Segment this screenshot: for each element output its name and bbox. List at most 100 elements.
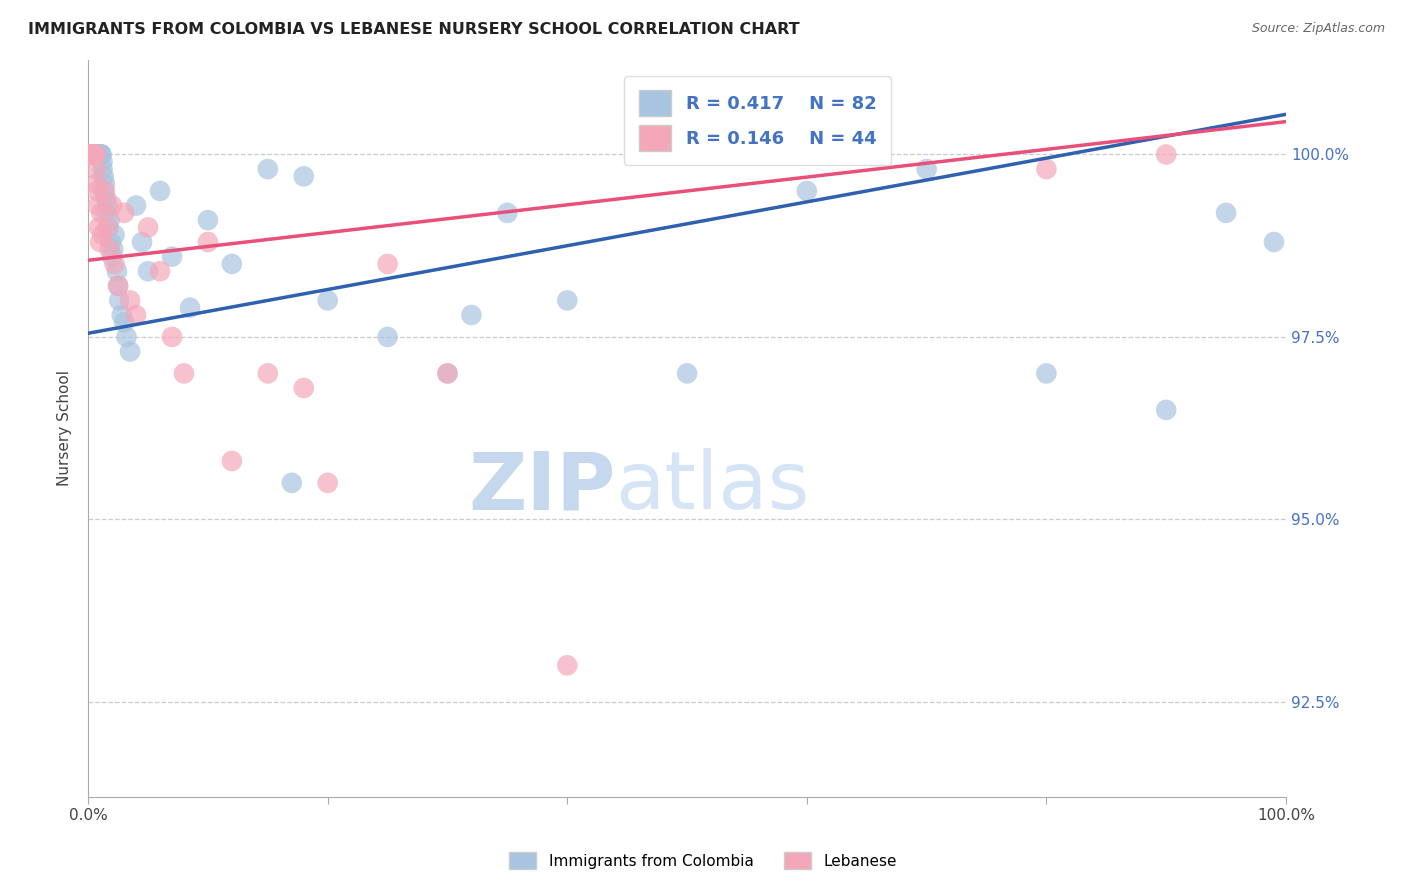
- Point: [103, 257, 125, 271]
- Point: [94, 206, 117, 220]
- Point: [173, 367, 195, 381]
- Point: [101, 198, 124, 212]
- Point: [93, 169, 115, 184]
- Point: [79, 147, 101, 161]
- Point: [84, 162, 107, 177]
- Point: [131, 235, 153, 249]
- Point: [86, 147, 108, 161]
- Point: [98, 243, 121, 257]
- Point: [87, 147, 110, 161]
- Point: [316, 293, 339, 308]
- Point: [79, 147, 101, 161]
- Point: [796, 184, 818, 198]
- Point: [105, 264, 128, 278]
- Point: [80, 147, 103, 161]
- Point: [120, 344, 142, 359]
- Point: [89, 147, 111, 161]
- Point: [496, 206, 519, 220]
- Point: [90, 147, 112, 161]
- Point: [100, 235, 122, 249]
- Point: [120, 293, 142, 308]
- Legend: R = 0.417    N = 82, R = 0.146    N = 44: R = 0.417 N = 82, R = 0.146 N = 44: [624, 76, 891, 165]
- Point: [83, 147, 105, 161]
- Point: [80, 147, 103, 161]
- Text: ZIP: ZIP: [468, 448, 616, 526]
- Point: [377, 330, 399, 344]
- Point: [96, 198, 118, 212]
- Point: [98, 213, 121, 227]
- Point: [555, 658, 578, 673]
- Point: [101, 250, 124, 264]
- Point: [1035, 367, 1057, 381]
- Point: [1215, 206, 1237, 220]
- Point: [125, 308, 148, 322]
- Point: [79, 147, 101, 161]
- Point: [89, 235, 111, 249]
- Point: [82, 147, 104, 161]
- Point: [103, 243, 125, 257]
- Point: [256, 162, 278, 177]
- Point: [1263, 235, 1285, 249]
- Point: [87, 198, 110, 212]
- Point: [80, 147, 103, 161]
- Point: [82, 147, 104, 161]
- Point: [79, 147, 101, 161]
- Point: [221, 257, 243, 271]
- Text: atlas: atlas: [616, 448, 810, 526]
- Point: [89, 147, 111, 161]
- Point: [83, 147, 105, 161]
- Point: [281, 475, 304, 490]
- Point: [83, 147, 105, 161]
- Point: [91, 154, 114, 169]
- Point: [1154, 403, 1177, 417]
- Point: [436, 367, 458, 381]
- Point: [94, 191, 117, 205]
- Legend: Immigrants from Colombia, Lebanese: Immigrants from Colombia, Lebanese: [503, 846, 903, 875]
- Point: [86, 184, 108, 198]
- Point: [83, 147, 105, 161]
- Point: [292, 381, 315, 395]
- Point: [221, 454, 243, 468]
- Point: [80, 147, 103, 161]
- Point: [112, 206, 135, 220]
- Point: [108, 293, 131, 308]
- Point: [107, 278, 129, 293]
- Point: [89, 147, 111, 161]
- Point: [84, 147, 107, 161]
- Point: [80, 147, 103, 161]
- Point: [160, 330, 183, 344]
- Y-axis label: Nursery School: Nursery School: [58, 370, 72, 486]
- Point: [125, 198, 148, 212]
- Text: IMMIGRANTS FROM COLOMBIA VS LEBANESE NURSERY SCHOOL CORRELATION CHART: IMMIGRANTS FROM COLOMBIA VS LEBANESE NUR…: [28, 22, 800, 37]
- Text: Source: ZipAtlas.com: Source: ZipAtlas.com: [1251, 22, 1385, 36]
- Point: [197, 213, 219, 227]
- Point: [82, 147, 104, 161]
- Point: [87, 147, 110, 161]
- Point: [436, 367, 458, 381]
- Point: [83, 147, 105, 161]
- Point: [676, 367, 699, 381]
- Point: [83, 147, 105, 161]
- Point: [149, 264, 172, 278]
- Point: [136, 220, 159, 235]
- Point: [79, 147, 101, 161]
- Point: [84, 147, 107, 161]
- Point: [136, 264, 159, 278]
- Point: [83, 147, 105, 161]
- Point: [103, 227, 125, 242]
- Point: [82, 147, 104, 161]
- Point: [87, 147, 110, 161]
- Point: [111, 308, 134, 322]
- Point: [86, 147, 108, 161]
- Point: [197, 235, 219, 249]
- Point: [96, 220, 118, 235]
- Point: [84, 147, 107, 161]
- Point: [82, 147, 104, 161]
- Point: [84, 147, 107, 161]
- Point: [86, 177, 108, 191]
- Point: [90, 206, 112, 220]
- Point: [82, 147, 104, 161]
- Point: [1154, 147, 1177, 161]
- Point: [91, 227, 114, 242]
- Point: [79, 147, 101, 161]
